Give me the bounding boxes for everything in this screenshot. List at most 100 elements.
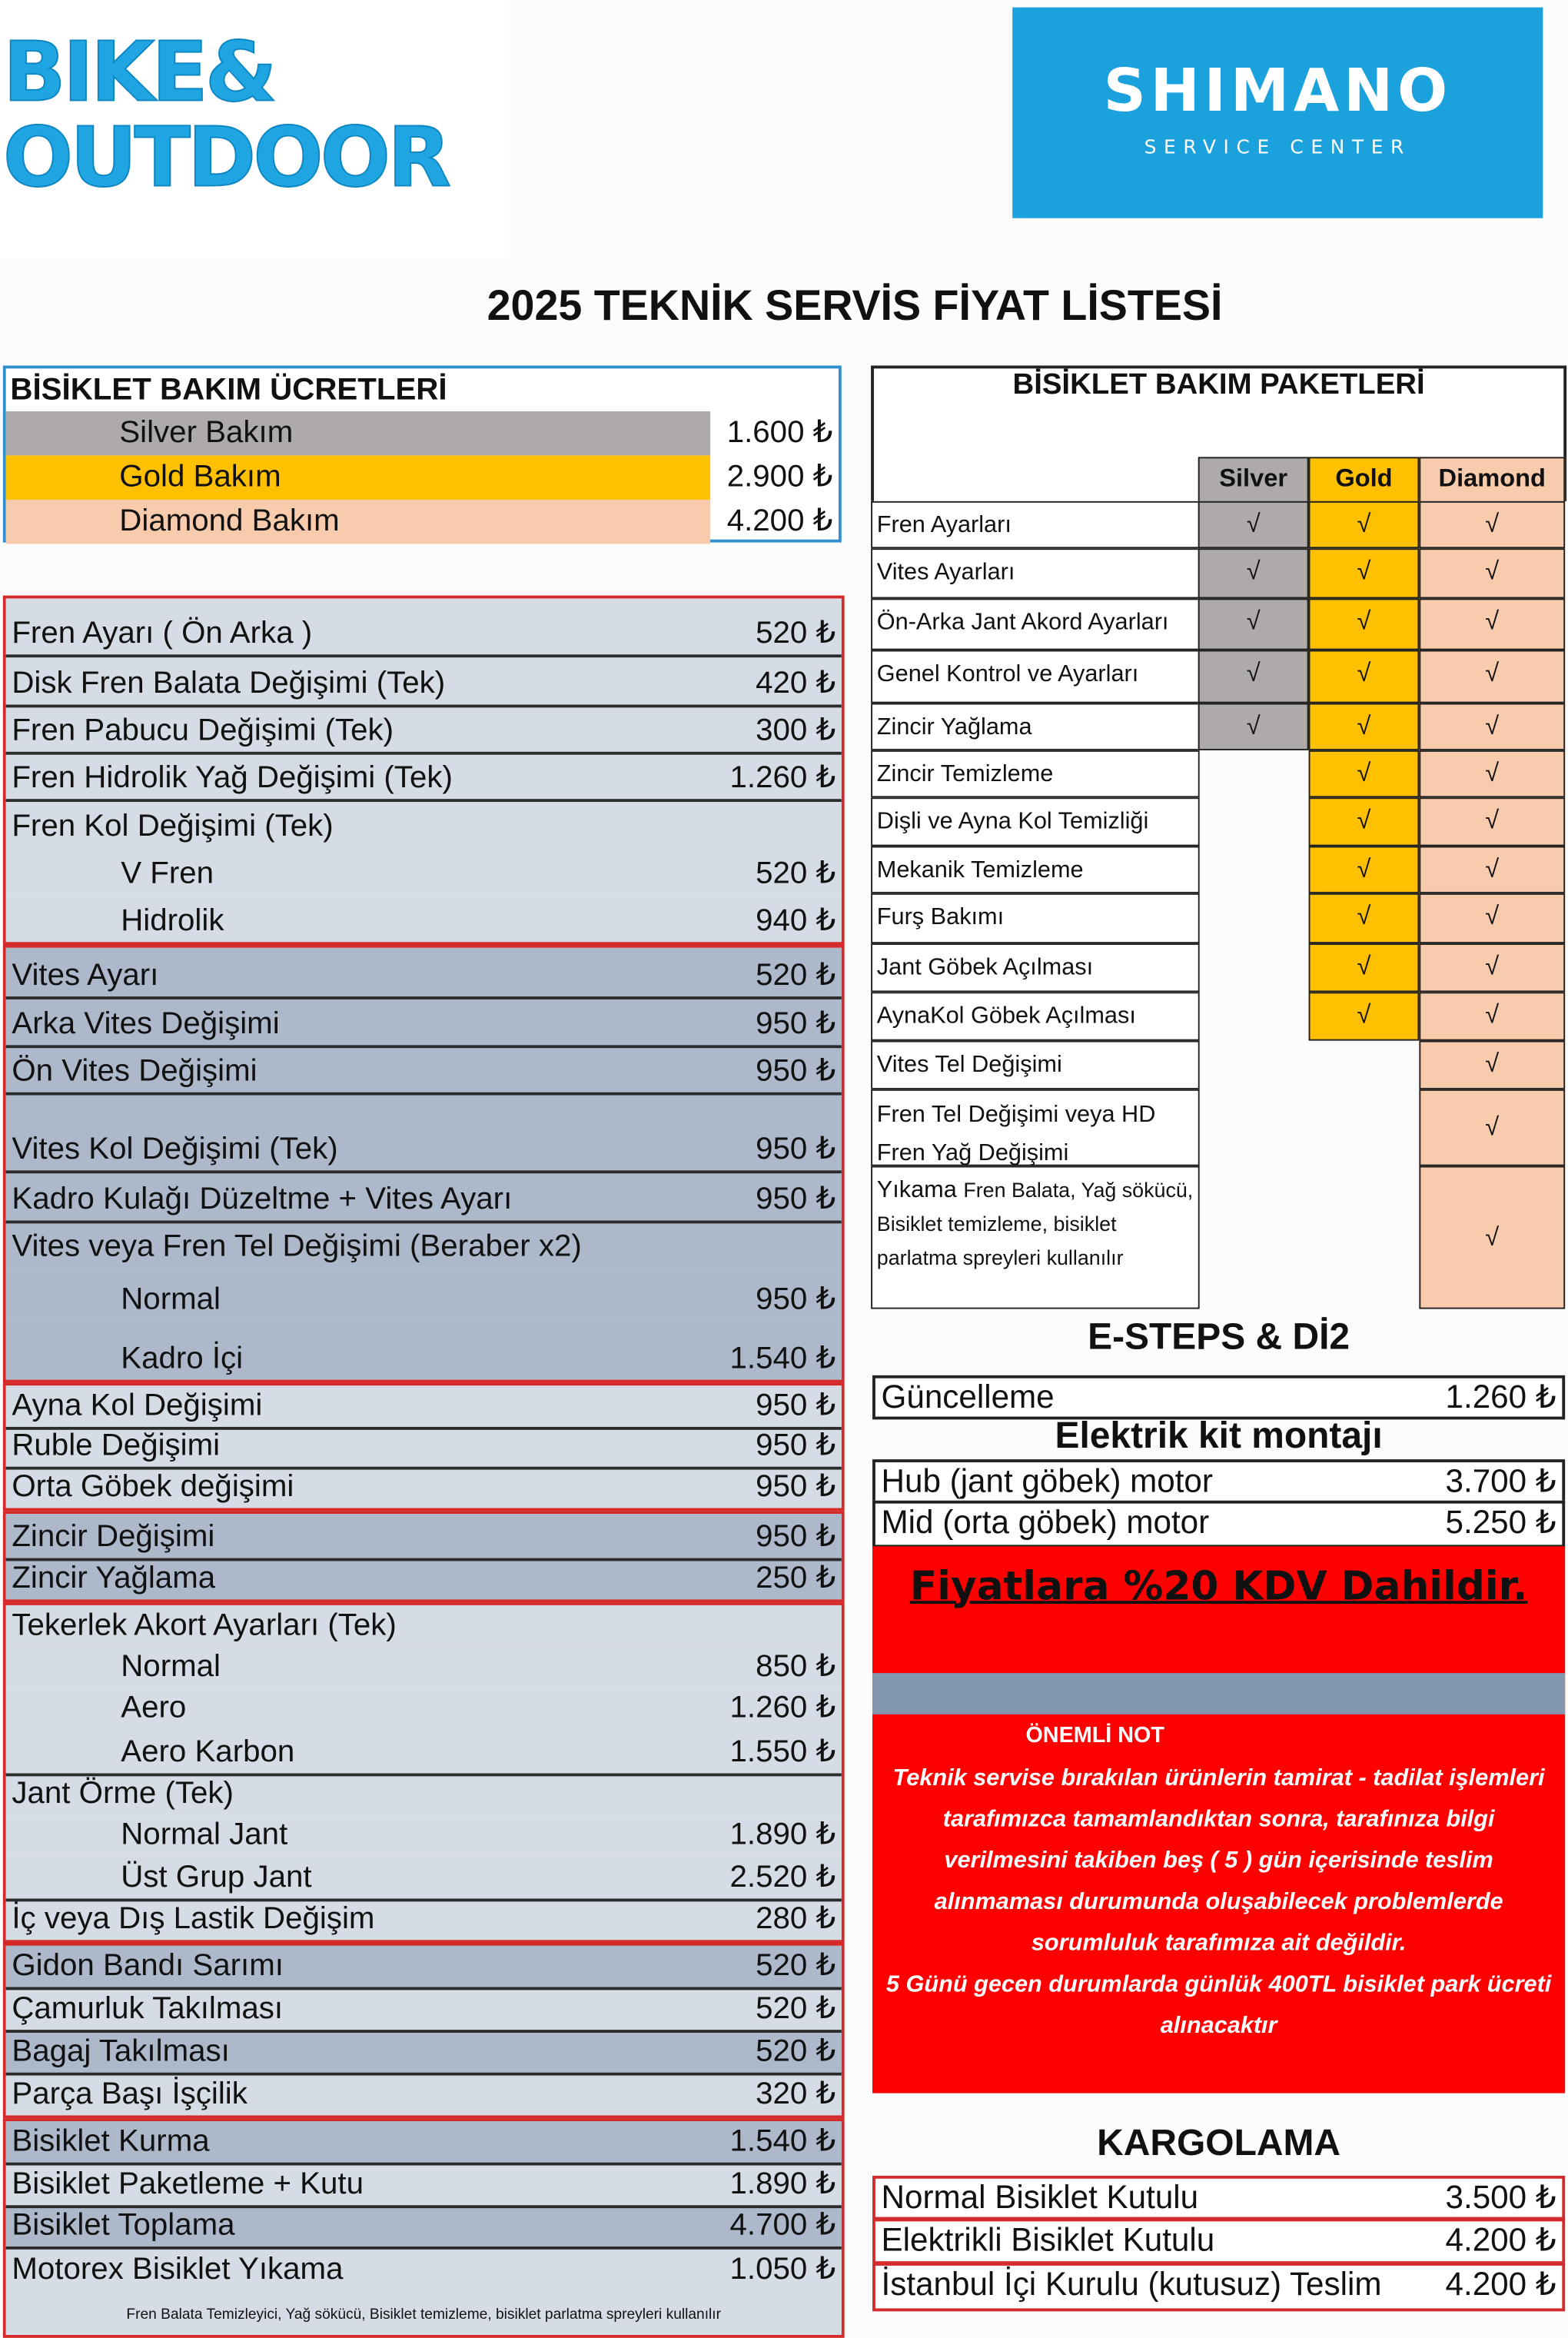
service-label: Kadro İçi [121,1341,244,1375]
bakim-price: 2.900 ₺ [726,460,833,494]
column-header-gold: Gold [1308,457,1420,503]
bakim-row-diamond: Diamond Bakım 4.200 ₺ [5,499,839,544]
package-row-name: Fren Ayarları [876,513,1012,538]
service-label: Güncelleme [881,1378,1055,1415]
service-price: 950 ₺ [756,1428,836,1462]
price-row: Tekerlek Akort Ayarları (Tek) [5,1605,842,1647]
elektrik-kit-row: Mid (orta göbek) motor 5.250 ₺ [872,1500,1566,1548]
service-price: 420 ₺ [756,666,836,700]
service-price: 1.890 ₺ [729,2167,836,2201]
check-icon: √ [1357,759,1371,787]
service-label: Ayna Kol Değişimi [12,1388,263,1423]
check-icon: √ [1485,1222,1500,1251]
check-cell-diamond: √ [1419,501,1566,549]
service-price: 300 ₺ [756,713,836,748]
package-row-label: Ön-Arka Jant Akord Ayarları [871,598,1200,650]
kargo-row: Normal Bisiklet Kutulu 3.500 ₺ [872,2175,1566,2220]
check-cell-diamond: √ [1419,548,1566,599]
service-center-label: SERVICE CENTER [1144,137,1411,160]
package-row-label: Vites Ayarları [871,548,1200,599]
service-label: Kadro Kulağı Düzeltme + Vites Ayarı [12,1182,513,1216]
service-price: 250 ₺ [756,1561,836,1595]
price-row: Kadro İçi 1.540 ₺ [5,1320,842,1380]
check-icon: √ [1485,759,1500,787]
price-group: Gidon Bandı Sarımı 520 ₺ Çamurluk Takılmas… [2,1943,845,2119]
esteps-heading: E-STEPS & Dİ2 [1088,1316,1350,1358]
service-label: Fren Pabucu Değişimi (Tek) [12,713,394,748]
price-row: Bisiklet Kurma 1.540 ₺ [5,2120,842,2163]
check-icon: √ [1246,557,1261,586]
check-icon: √ [1485,659,1500,687]
service-price: 320 ₺ [756,2077,836,2111]
service-label: Fren Hidrolik Yağ Değişimi (Tek) [12,760,453,795]
check-icon: √ [1485,806,1500,835]
shimano-brand: SHIMANO [1103,57,1452,125]
package-row-label: Jant Göbek Açılması [871,943,1200,993]
check-cell-gold: √ [1308,893,1420,944]
shimano-service-center-logo: SHIMANO SERVICE CENTER [1012,7,1543,218]
service-label: Vites Ayarı [12,958,159,993]
price-group: Fren Ayarı ( Ön Arka ) 520 ₺ Disk Fren Bal… [2,595,845,945]
check-icon: √ [1246,607,1261,636]
package-row-label: Mekanik Temizleme [871,846,1200,893]
bakim-label: Gold Bakım [5,455,711,500]
check-cell-silver: √ [1198,501,1309,549]
check-cell-diamond: √ [1419,750,1566,798]
service-label: Ön Vites Değişimi [12,1053,257,1088]
service-label: Bisiklet Kurma [12,2123,210,2158]
package-row-label: Genel Kontrol ve Ayarları [871,650,1200,703]
price-row: Fren Kol Değişimi (Tek) [5,799,842,848]
service-price: 950 ₺ [756,1006,836,1041]
price-row: Bagaj Takılması 520 ₺ [5,2030,842,2073]
service-price: 950 ₺ [756,1182,836,1216]
service-label: Üst Grup Jant [121,1860,312,1894]
package-row-label: Furş Bakımı [871,893,1200,944]
check-cell-diamond: √ [1419,893,1566,944]
important-note-text: Teknik servise bırakılan ürünlerin tamir… [879,1758,1560,2047]
service-label: Motorex Bisiklet Yıkama [12,2252,344,2286]
service-price: 1.540 ₺ [729,2123,836,2158]
check-cell-silver: √ [1198,598,1309,650]
bakim-label: Silver Bakım [5,411,711,456]
check-icon: √ [1485,1000,1500,1029]
check-icon: √ [1485,712,1500,740]
check-icon: √ [1485,952,1500,981]
kdv-notice: Fiyatlara %20 KDV Dahildir. [909,1564,1528,1610]
service-label: İstanbul İçi Kurulu (kutusuz) Teslim [881,2265,1382,2303]
check-cell-silver: √ [1198,703,1309,750]
service-label: Normal [121,1282,221,1317]
price-row: Motorex Bisiklet Yıkama 1.050 ₺ [5,2246,842,2291]
package-row-name: Dişli ve Ayna Kol Temizliği [876,809,1149,835]
package-row-label: Zincir Temizleme [871,750,1200,798]
service-price: 1.260 ₺ [729,1691,836,1725]
check-icon: √ [1357,902,1371,930]
package-row-name: Mekanik Temizleme [876,857,1084,883]
bakim-row-silver: Silver Bakım 1.600 ₺ [5,411,839,456]
check-icon: √ [1246,712,1261,740]
check-icon: √ [1485,1049,1500,1078]
service-price: 4.200 ₺ [1445,2221,1556,2259]
service-price: 280 ₺ [756,1901,836,1936]
price-row: Üst Grup Jant 2.520 ₺ [5,1855,842,1899]
service-price: 950 ₺ [756,1388,836,1423]
package-row-name: Fren Tel Değişimi veya HD Fren Yağ Değiş… [876,1102,1156,1166]
service-price: 5.250 ₺ [1445,1503,1556,1541]
service-price: 1.540 ₺ [729,1341,836,1375]
service-label: Zincir Yağlama [12,1561,216,1595]
price-row: Zincir Değişimi 950 ₺ [5,1514,842,1558]
price-row: Normal 850 ₺ [5,1646,842,1688]
bakim-price: 4.200 ₺ [726,504,833,538]
package-row-label: Fren Tel Değişimi veya HD Fren Yağ Değiş… [871,1089,1200,1166]
package-row-name: Zincir Temizleme [876,762,1054,787]
service-label: Bagaj Takılması [12,2034,230,2068]
paketleri-heading: BİSİKLET BAKIM PAKETLERİ [1012,368,1425,401]
service-label: Gidon Bandı Sarımı [12,1948,284,1983]
service-label: Ruble Değişimi [12,1428,221,1462]
service-label: Bisiklet Toplama [12,2208,235,2243]
price-row: Kadro Kulağı Düzeltme + Vites Ayarı 950 ₺ [5,1170,842,1221]
package-row-name: AynaKol Göbek Açılması [876,1003,1136,1029]
price-group: Ayna Kol Değişimi 950 ₺ Ruble Değişimi 950 … [2,1382,845,1512]
important-note-body: Teknik servise bırakılan ürünlerin tamir… [892,1765,1545,1957]
price-row: Fren Hidrolik Yağ Değişimi (Tek) 1.260 ₺ [5,751,842,800]
